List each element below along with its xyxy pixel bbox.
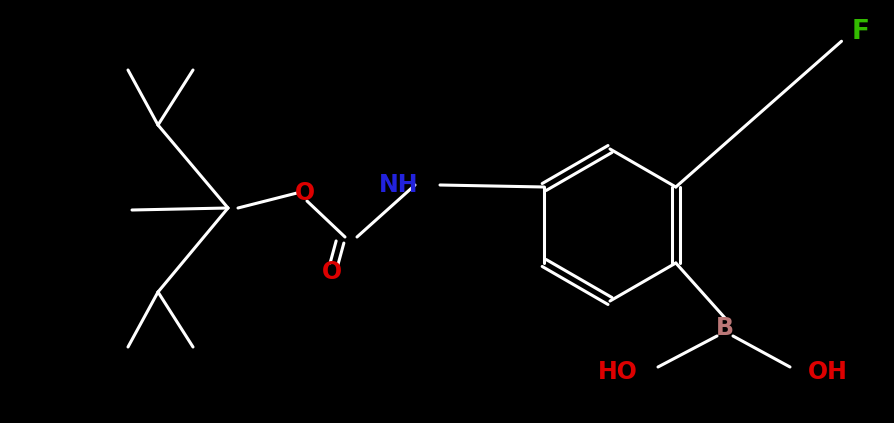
Text: HO: HO: [597, 360, 637, 384]
Text: NH: NH: [378, 173, 417, 197]
Text: O: O: [322, 260, 342, 284]
Text: O: O: [295, 181, 315, 205]
Text: OH: OH: [807, 360, 847, 384]
Text: B: B: [715, 316, 733, 340]
Text: F: F: [851, 19, 869, 45]
